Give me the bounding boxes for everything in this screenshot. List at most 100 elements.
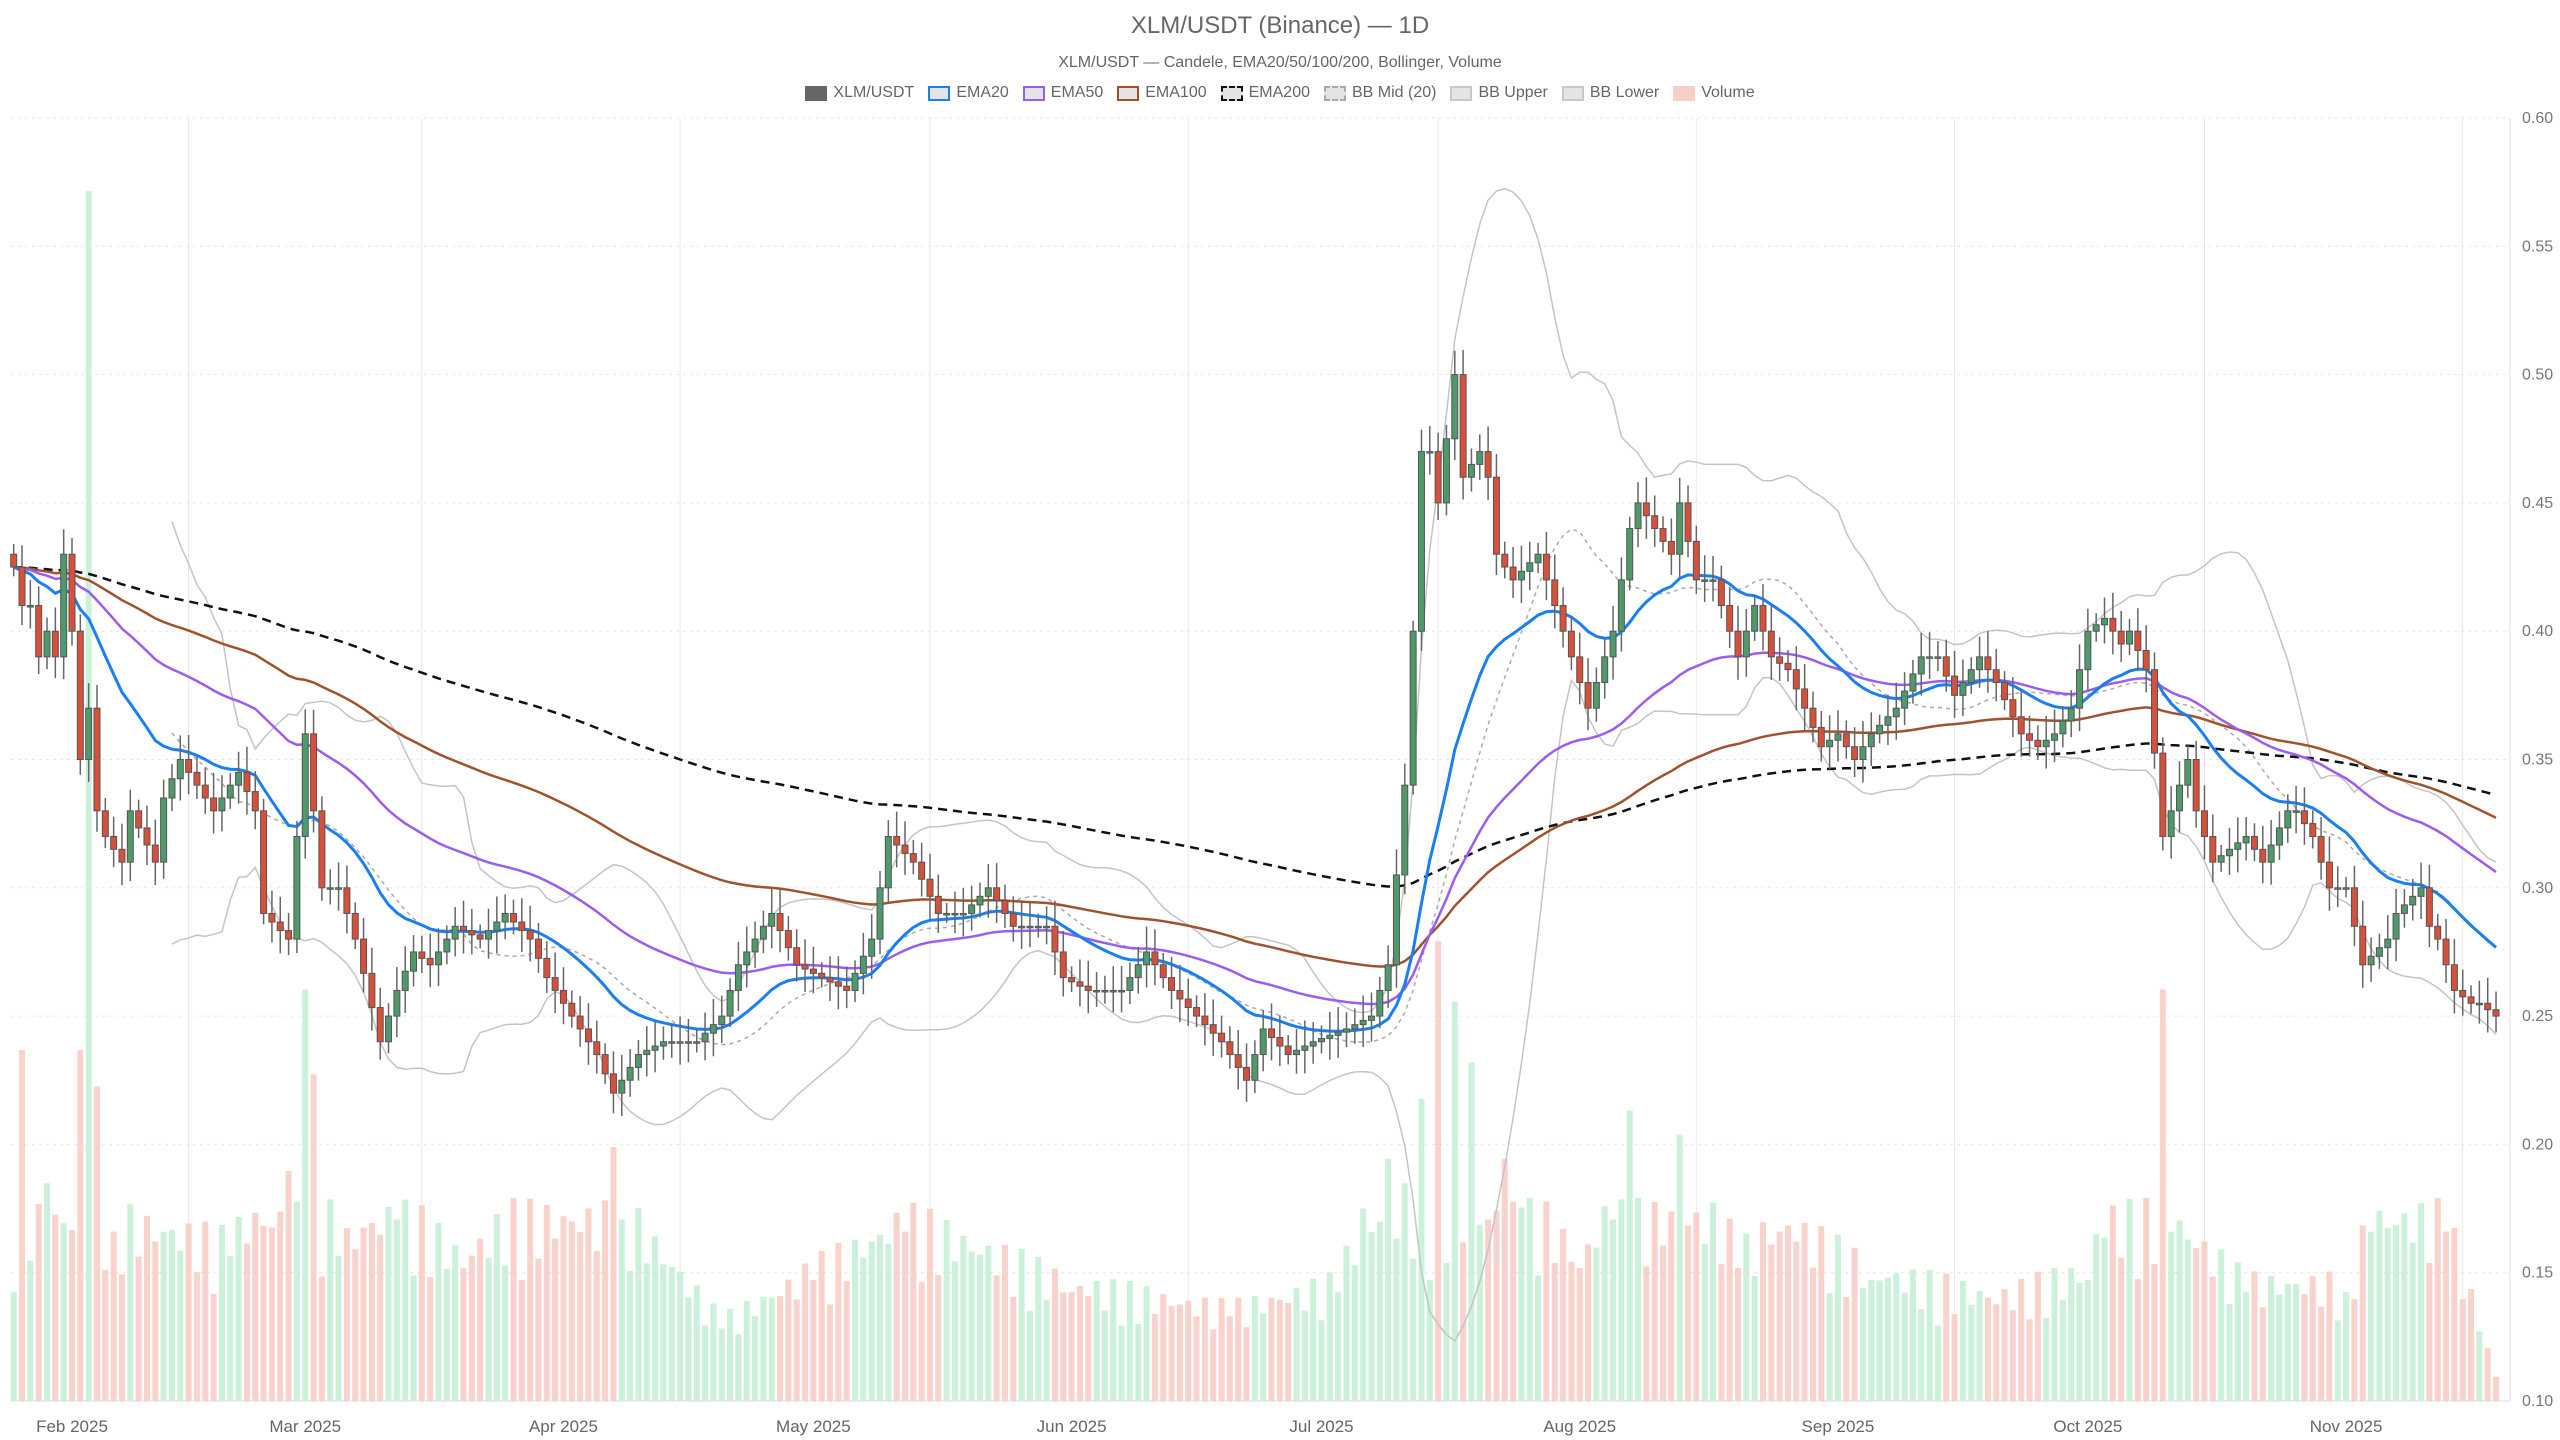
candle-body <box>418 951 426 959</box>
volume-bar <box>10 1292 17 1401</box>
x-tick-label: Oct 2025 <box>2053 1417 2122 1436</box>
candle <box>576 996 584 1047</box>
candle-body <box>2375 947 2383 957</box>
candle-body <box>1642 502 1650 517</box>
candle <box>2334 866 2342 908</box>
candle-body <box>476 934 484 940</box>
candle-body <box>668 1041 676 1044</box>
candle <box>2034 725 2042 761</box>
candle <box>1709 555 1717 602</box>
volume-bar <box>1718 1264 1725 1401</box>
candle <box>1359 995 1367 1048</box>
candle-body <box>1926 656 1934 659</box>
x-tick-label: Mar 2025 <box>269 1417 341 1436</box>
candle <box>1301 1020 1309 1074</box>
volume-bar <box>1934 1325 1941 1401</box>
legend-item[interactable]: Volume <box>1673 84 1755 102</box>
candle-body <box>1093 989 1101 993</box>
volume-bar <box>1068 1292 1075 1401</box>
candle <box>818 962 826 988</box>
legend-item[interactable]: EMA100 <box>1117 84 1207 102</box>
ema100-line <box>13 565 2497 968</box>
volume-bar <box>493 1214 500 1401</box>
volume-bar <box>2001 1289 2008 1401</box>
candle-body <box>834 981 842 987</box>
volume-bar <box>1235 1297 1242 1401</box>
volume-bar <box>2343 1292 2350 1401</box>
candle <box>1026 903 1034 948</box>
candle <box>1059 930 1067 997</box>
volume-bar <box>1710 1202 1717 1401</box>
volume-bar <box>2184 1239 2191 1401</box>
candle-body <box>1717 579 1725 607</box>
legend-label: BB Mid (20) <box>1352 84 1437 101</box>
candle <box>1659 516 1667 553</box>
candle-body <box>2234 842 2242 850</box>
volume-bar <box>1035 1256 1042 1401</box>
candle-body <box>1617 579 1625 632</box>
volume-bar <box>2076 1283 2083 1401</box>
candle-body <box>1126 977 1134 991</box>
volume-bar <box>1160 1294 1167 1401</box>
candle-body <box>1667 540 1675 555</box>
candle-body <box>818 972 826 979</box>
candle-body <box>509 912 517 923</box>
candle <box>693 1029 701 1053</box>
x-tick-label: May 2025 <box>776 1417 851 1436</box>
candle-body <box>2259 848 2267 863</box>
volume-bar <box>52 1214 59 1401</box>
candle <box>1326 1011 1334 1060</box>
candle-body <box>876 887 884 940</box>
volume-bar <box>1859 1288 1866 1401</box>
legend-item[interactable]: XLM/USDT <box>805 84 914 102</box>
candle <box>743 926 751 988</box>
volume-bar <box>1793 1241 1800 1401</box>
candle <box>10 543 18 577</box>
legend-item[interactable]: BB Mid (20) <box>1324 84 1436 102</box>
candle-body <box>485 930 492 940</box>
volume-bar <box>202 1221 209 1401</box>
legend-item[interactable]: EMA200 <box>1220 84 1310 102</box>
candle <box>468 908 476 955</box>
volume-bar <box>1485 1219 1492 1401</box>
legend-label: EMA100 <box>1145 84 1207 101</box>
candle <box>2409 879 2417 921</box>
candle <box>2450 939 2458 1014</box>
candle <box>318 796 326 901</box>
candle <box>485 908 492 959</box>
candle <box>676 1016 684 1065</box>
candle <box>1576 632 1584 705</box>
x-tick-label: Nov 2025 <box>2310 1417 2383 1436</box>
candle-body <box>2192 759 2200 812</box>
volume-bar <box>2109 1205 2116 1401</box>
candle-body <box>584 1028 592 1043</box>
candle-body <box>843 985 851 991</box>
candle <box>1801 663 1809 731</box>
candle-body <box>2442 938 2450 966</box>
volume-bar <box>1884 1277 1891 1401</box>
candle-body <box>218 797 226 812</box>
legend-item[interactable]: BB Upper <box>1450 84 1548 102</box>
volume-bar <box>60 1223 67 1401</box>
legend-item[interactable]: BB Lower <box>1561 84 1659 102</box>
x-tick-label: Jun 2025 <box>1037 1417 1107 1436</box>
volume-bar <box>1735 1267 1741 1401</box>
candle-body <box>1601 656 1609 684</box>
volume-bar <box>2434 1198 2441 1401</box>
legend-item[interactable]: EMA20 <box>928 84 1009 102</box>
volume-bar <box>552 1238 559 1401</box>
volume-bar <box>793 1299 800 1401</box>
volume-bar <box>1801 1222 1808 1401</box>
volume-bar <box>1876 1280 1883 1401</box>
candle-body <box>2467 996 2475 1004</box>
candle-body <box>534 938 542 959</box>
volume-bar <box>777 1296 784 1401</box>
legend-item[interactable]: EMA50 <box>1022 84 1103 102</box>
candle-body <box>609 1073 617 1094</box>
volume-bar <box>1468 1062 1475 1401</box>
candle-body <box>76 630 84 761</box>
candle <box>185 735 193 795</box>
volume-bar <box>868 1241 875 1401</box>
candle <box>826 956 834 1002</box>
legend-swatch <box>1022 85 1045 101</box>
